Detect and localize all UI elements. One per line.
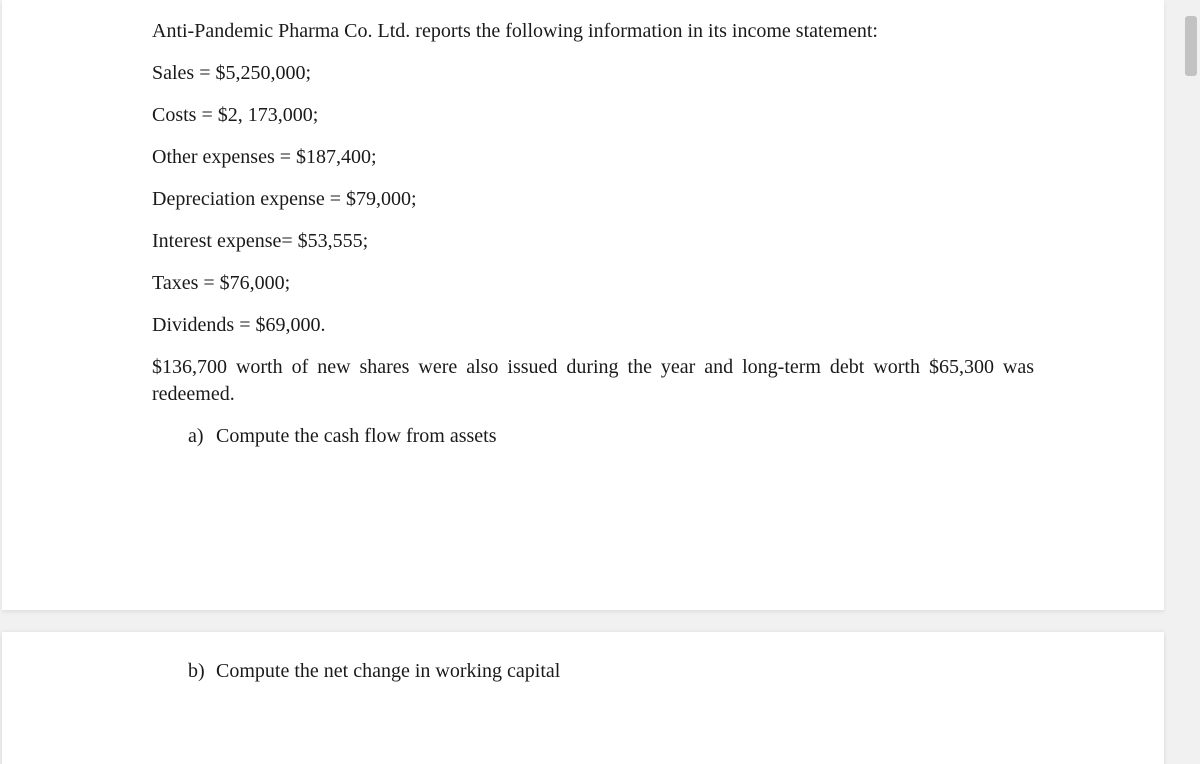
sales-line: Sales = $5,250,000; (152, 60, 1034, 87)
scroll-thumb[interactable] (1185, 16, 1197, 76)
document-page-1: Anti-Pandemic Pharma Co. Ltd. reports th… (2, 0, 1164, 610)
intro-text: Anti-Pandemic Pharma Co. Ltd. reports th… (152, 18, 1034, 45)
question-b-label: b) (188, 658, 216, 685)
question-b: b)Compute the net change in working capi… (152, 658, 1034, 685)
dividends-line: Dividends = $69,000. (152, 312, 1034, 339)
question-a: a)Compute the cash flow from assets (152, 423, 1034, 450)
interest-line: Interest expense= $53,555; (152, 228, 1034, 255)
other-expenses-line: Other expenses = $187,400; (152, 144, 1034, 171)
costs-line: Costs = $2, 173,000; (152, 102, 1034, 129)
taxes-line: Taxes = $76,000; (152, 270, 1034, 297)
question-a-label: a) (188, 423, 216, 450)
question-a-text: Compute the cash flow from assets (216, 425, 497, 447)
depreciation-line: Depreciation expense = $79,000; (152, 186, 1034, 213)
shares-paragraph: $136,700 worth of new shares were also i… (152, 354, 1034, 408)
document-page-2: b)Compute the net change in working capi… (2, 632, 1164, 764)
scroll-up-arrow-icon[interactable] (1184, 2, 1198, 16)
vertical-scrollbar[interactable] (1184, 2, 1198, 762)
question-b-text: Compute the net change in working capita… (216, 660, 560, 682)
